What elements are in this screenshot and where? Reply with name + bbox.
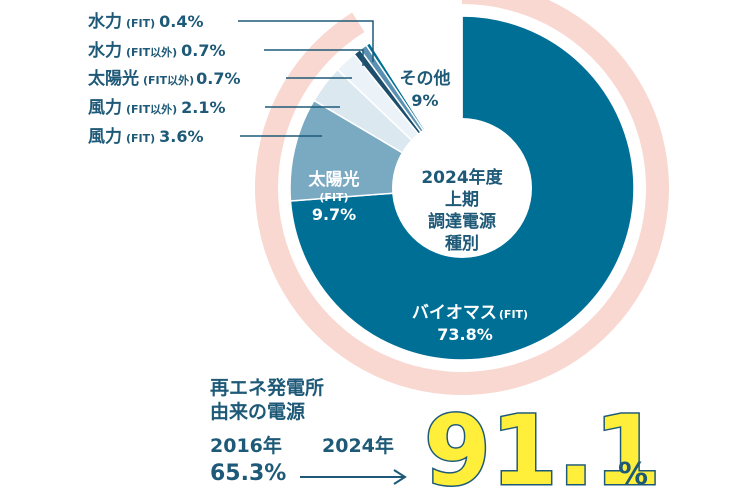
summary-year-to: 2024年 [322,434,394,457]
callout-solar-nonfit-text: 太陽光 (FIT以外) 0.7% [88,68,241,89]
summary: 再エネ発電所 由来の電源 2016年 65.3% 2024年 91.1 % [210,376,662,500]
center-label-line-2: 上期 [445,190,479,210]
summary-arrow-head [393,469,407,485]
summary-unit: % [618,457,648,492]
summary-value-to: 91.1 [424,395,661,500]
biomass-value: 73.8% [437,325,493,344]
solar-fit-value: 9.7% [312,205,356,224]
callout-hydro-nonfit-text: 水力 (FIT以外) 0.7% [88,40,226,61]
summary-year-from: 2016年 [210,434,282,457]
solar-fit-name: 太陽光 [309,169,360,190]
callout-wind-fit-text: 風力 (FIT) 3.6% [88,126,204,147]
center-label-line-4: 種別 [445,233,479,254]
solar-fit-tag: (FIT) [319,191,348,204]
other-name: その他 [400,68,451,89]
biomass-tag: (FIT) [499,308,528,321]
solar-fit-label: 太陽光 (FIT) 9.7% [309,169,360,224]
callout-hydro-nonfit: 水力 (FIT以外) 0.7% [88,40,364,66]
other-value: 9% [411,91,438,110]
center-label-line-1: 2024年度 [421,167,503,188]
summary-value-from: 65.3% [210,461,286,486]
center-label-line-3: 調達電源 [428,211,496,232]
callout-solar-nonfit: 太陽光 (FIT以外) 0.7% [88,68,352,89]
callout-wind-fit: 風力 (FIT) 3.6% [88,126,322,147]
callout-hydro-fit-leader [238,20,374,62]
callout-wind-nonfit-text: 風力 (FIT以外) 2.1% [88,97,226,118]
callout-hydro-fit-text: 水力 (FIT) 0.4% [88,11,204,32]
callout-hydro-nonfit-leader [264,49,364,66]
pie-center-hole [392,118,532,258]
callout-hydro-fit: 水力 (FIT) 0.4% [88,11,374,62]
summary-heading-line-2: 由来の電源 [210,400,305,423]
other-label: その他 9% [400,68,451,110]
biomass-name: バイオマス [412,303,497,323]
center-label: 2024年度 上期 調達電源 種別 [421,167,503,254]
biomass-name-label: バイオマス (FIT) [412,303,528,323]
callout-wind-nonfit: 風力 (FIT以外) 2.1% [88,97,340,118]
biomass-label: バイオマス (FIT) 73.8% [412,303,528,344]
summary-heading-line-1: 再エネ発電所 [210,376,324,399]
